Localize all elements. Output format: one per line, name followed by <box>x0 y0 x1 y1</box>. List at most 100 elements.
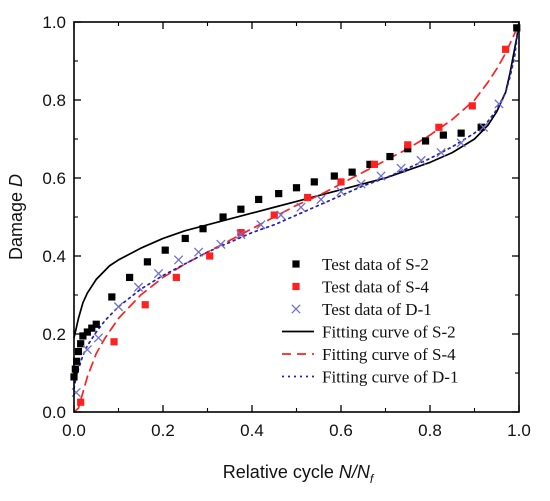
data-point <box>477 123 485 131</box>
data-point <box>270 211 278 219</box>
data-point <box>337 178 345 186</box>
data-point <box>292 184 301 192</box>
data-point <box>77 340 85 348</box>
x-tick-label: 0.6 <box>329 421 353 440</box>
data-point <box>439 131 447 139</box>
data-point <box>161 246 169 254</box>
data-point <box>275 190 283 198</box>
data-point <box>468 102 476 110</box>
x-tick-label: 0.4 <box>240 421 264 440</box>
legend-label: Fitting curve of S-2 <box>322 323 456 342</box>
data-point <box>478 122 489 132</box>
data-point <box>366 160 374 168</box>
data-layer <box>70 21 521 413</box>
data-point <box>256 220 266 230</box>
x-axis-label-text: Relative cycle <box>223 462 339 482</box>
y-tick-label: 0.2 <box>42 325 66 344</box>
data-point <box>77 398 85 406</box>
series-line <box>73 21 520 390</box>
data-point <box>336 186 346 197</box>
data-point <box>316 194 326 205</box>
y-tick-label: 1.0 <box>42 13 66 32</box>
data-point <box>456 138 466 148</box>
data-point <box>113 302 124 312</box>
data-point <box>376 171 386 181</box>
y-tick-label: 0.4 <box>42 247 66 266</box>
data-point <box>153 268 164 279</box>
legend-label: Fitting curve of S-4 <box>322 345 456 364</box>
legend-item: Fitting curve of S-2 <box>282 323 456 342</box>
data-point <box>404 145 412 153</box>
legend-marker-swatch <box>292 282 300 291</box>
data-point <box>73 357 81 365</box>
data-point <box>255 195 263 204</box>
data-point <box>421 137 430 145</box>
data-point <box>133 282 144 292</box>
x-axis-label: Relative cycle N/Nf <box>223 462 375 486</box>
data-point <box>126 273 134 282</box>
data-point <box>304 193 312 202</box>
data-point <box>404 141 412 149</box>
data-point <box>83 328 91 336</box>
data-point <box>435 123 443 131</box>
legend-label: Test data of D-1 <box>322 300 432 319</box>
data-point <box>494 99 504 109</box>
legend-label: Test data of S-4 <box>322 278 429 297</box>
data-point <box>71 365 79 373</box>
series-line <box>73 21 520 339</box>
data-point <box>206 252 214 260</box>
data-point <box>237 205 245 213</box>
data-point <box>173 255 184 265</box>
y-tick-label: 0.8 <box>42 91 66 110</box>
x-tick-label: 0.2 <box>151 421 175 440</box>
legend: Test data of S-2 Test data of S-4 Test dat… <box>282 255 458 387</box>
y-axis-label: Damage D <box>6 174 26 260</box>
x-tick-label: 0.8 <box>418 421 442 440</box>
legend-label: Fitting curve of D-1 <box>322 368 458 387</box>
data-point <box>457 129 465 137</box>
series-line <box>73 21 520 413</box>
y-tick-label: 0.6 <box>42 169 66 188</box>
data-point <box>143 258 152 266</box>
data-point <box>370 160 378 168</box>
y-axis-label-symbol: D <box>6 174 26 187</box>
data-point <box>436 147 446 158</box>
legend-item: Fitting curve of S-4 <box>282 345 456 364</box>
data-point <box>92 320 100 328</box>
data-point <box>219 213 227 221</box>
data-point <box>193 247 204 257</box>
data-point <box>108 293 116 301</box>
legend-label: Test data of S-2 <box>322 255 429 274</box>
data-point <box>502 45 510 53</box>
legend-item: Test data of S-2 <box>292 255 429 274</box>
data-point <box>74 347 83 356</box>
data-point <box>181 234 189 243</box>
data-point <box>93 333 104 343</box>
y-tick-label: 0.0 <box>42 403 66 422</box>
axis-ticks: 0.0 0.2 0.4 0.6 0.8 1.0 0.0 0.2 0.4 0.6 0.8 1.0 <box>42 13 530 440</box>
data-point <box>172 273 180 282</box>
data-point <box>141 301 149 309</box>
x-axis-label-symbol: N/N <box>339 462 371 482</box>
data-point <box>237 229 245 237</box>
data-point <box>82 344 93 355</box>
data-point <box>110 338 118 346</box>
legend-item: Test data of D-1 <box>291 300 432 319</box>
data-point <box>296 202 306 212</box>
data-point <box>356 179 366 189</box>
data-point <box>276 210 286 220</box>
data-point <box>330 172 338 180</box>
legend-marker-swatch <box>292 260 300 268</box>
data-point <box>216 239 226 249</box>
x-tick-label: 0.0 <box>62 421 86 440</box>
legend-marker-swatch <box>291 304 301 314</box>
data-point <box>79 332 87 340</box>
data-point <box>236 229 246 240</box>
data-point <box>513 24 521 32</box>
data-point <box>416 155 426 166</box>
data-point <box>396 163 406 173</box>
x-tick-label: 1.0 <box>507 421 531 440</box>
data-point <box>348 168 356 176</box>
